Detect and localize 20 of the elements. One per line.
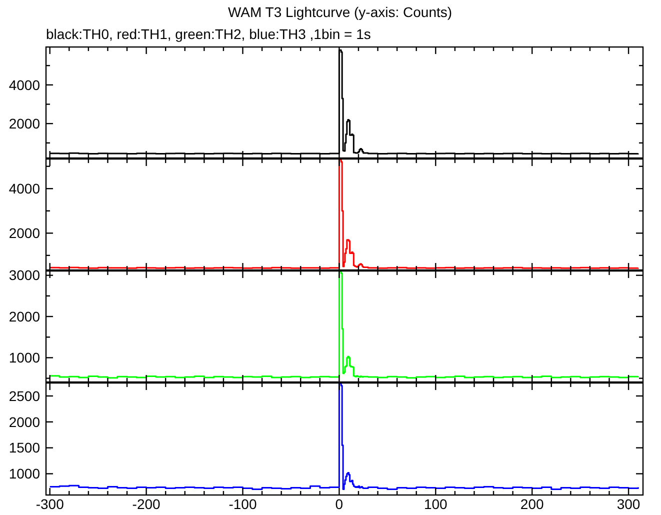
y-tick-label: 3000 (8, 267, 40, 284)
x-tick-label: 100 (424, 496, 448, 512)
y-tick-label: 1500 (8, 440, 40, 456)
y-tick-label: 2500 (8, 388, 40, 404)
y-tick-label: 2000 (8, 414, 40, 430)
y-tick-label: 4000 (8, 76, 40, 93)
x-tick-label: 300 (616, 496, 640, 512)
x-tick-label: -200 (132, 496, 161, 512)
y-tick-label: 4000 (8, 180, 40, 197)
y-tick-label: 2000 (8, 115, 40, 132)
y-tick-label: 2000 (8, 308, 40, 324)
y-tick-label: 1000 (8, 350, 40, 366)
chart-title: WAM T3 Lightcurve (y-axis: Counts) (228, 4, 452, 20)
x-tick-label: 0 (335, 496, 344, 512)
y-tick-label: 2000 (8, 225, 40, 242)
chart-subtitle: black:TH0, red:TH1, green:TH2, blue:TH3 ,1bin = 1s (46, 26, 371, 42)
y-tick-label: 1000 (8, 466, 40, 482)
x-tick-label: -100 (228, 496, 257, 512)
x-tick-label: -300 (36, 496, 64, 512)
x-tick-label: 200 (520, 496, 544, 512)
